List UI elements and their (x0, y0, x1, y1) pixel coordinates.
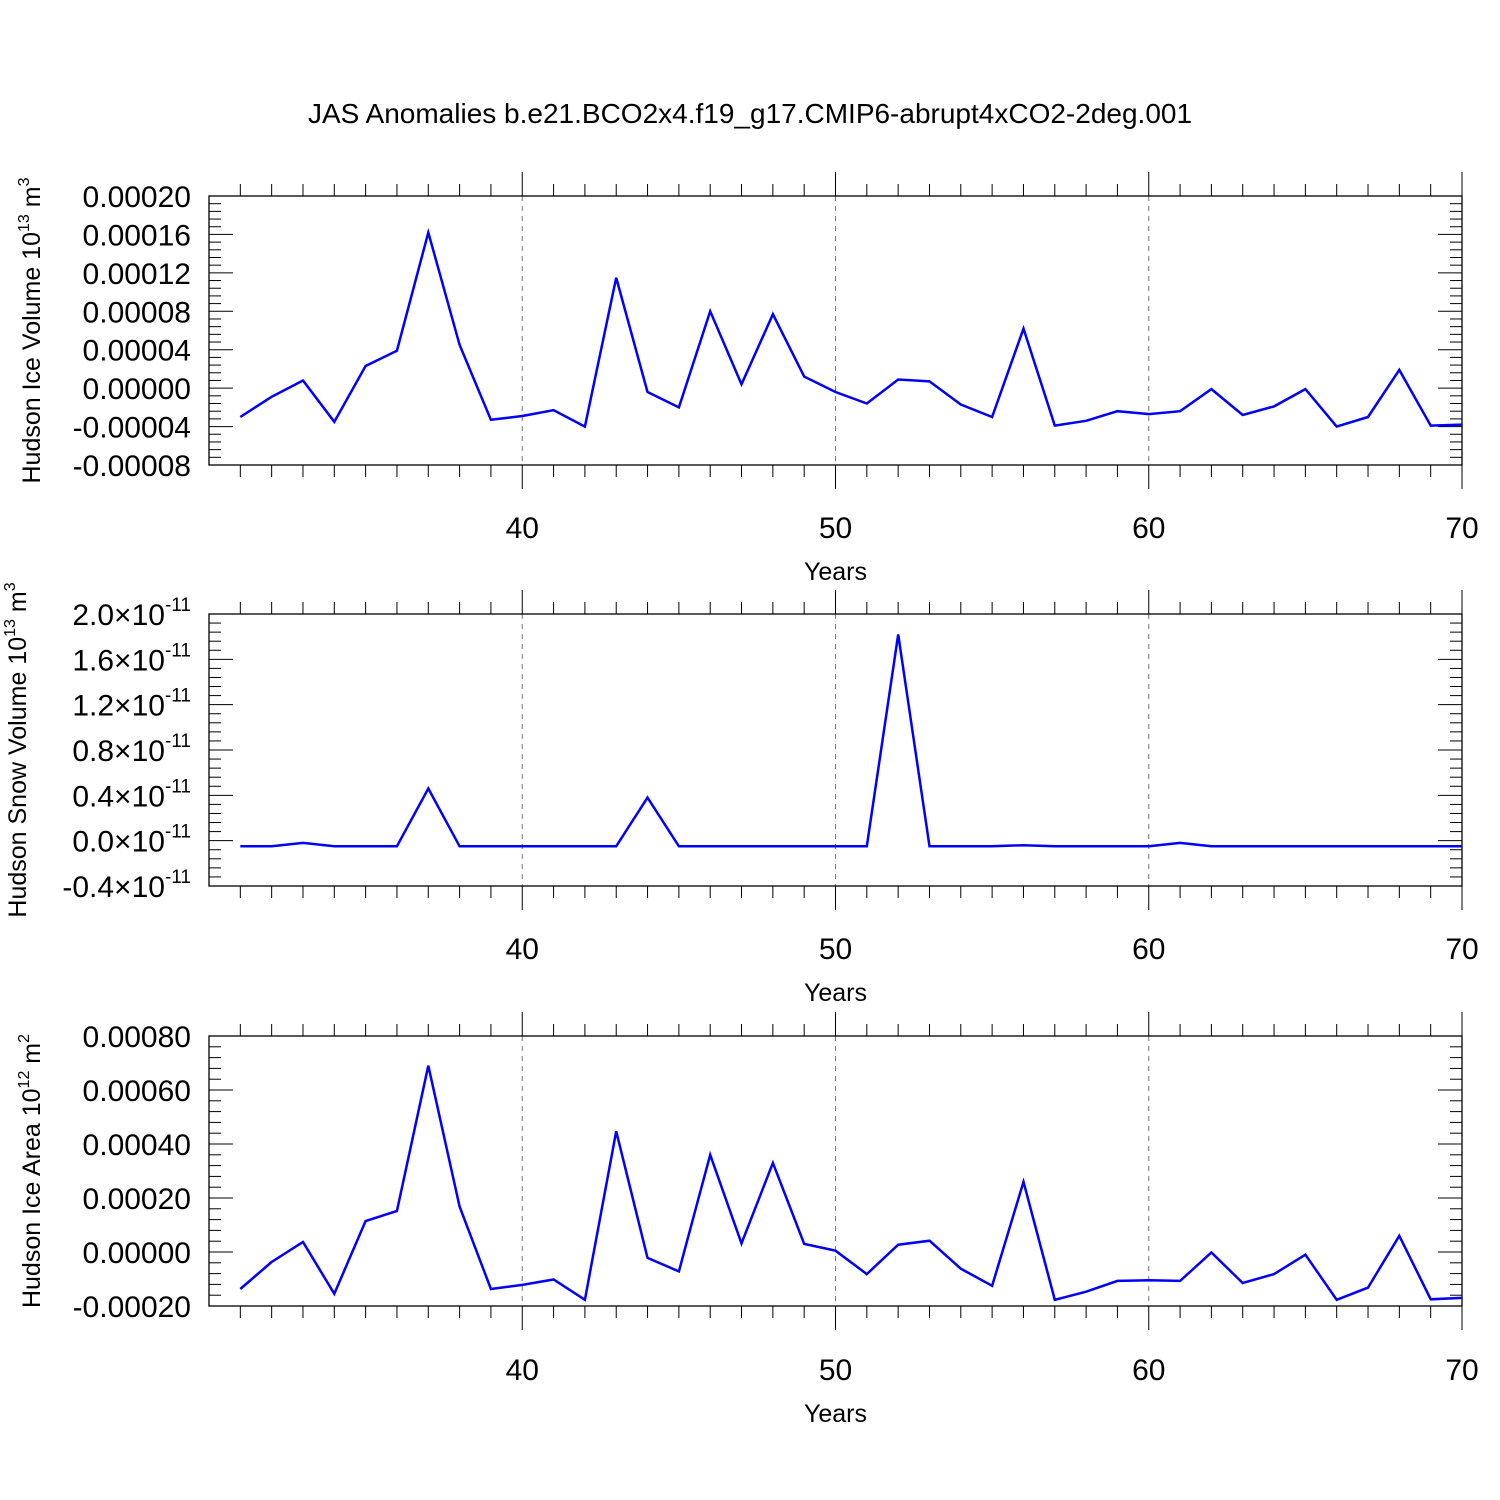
y-tick-label: 0.8×10-11 (72, 731, 191, 768)
panel-ice-area: 40 50 60 70 Years 0.00080 0.00060 0.00040 0.0002… (16, 1012, 1479, 1428)
y-tick-label: -0.4×10-11 (62, 867, 191, 904)
x-tick-label: 50 (819, 933, 852, 966)
series-line (240, 634, 1462, 848)
x-tick-label: 40 (506, 512, 539, 545)
series-line (239, 1065, 1463, 1302)
panel-snow-volume: 40 50 60 70 Years 2.0×10-11 1.6×10-11 1.2×10-11… (2, 582, 1479, 1007)
y-tick-label: 0.00000 (83, 373, 191, 406)
x-axis-title: Years (804, 558, 867, 586)
y-tick-label: 0.00004 (83, 335, 191, 368)
y-tick-label: 0.00020 (83, 181, 191, 214)
x-axis-title: Years (804, 1400, 867, 1428)
series-line (239, 227, 1463, 429)
y-tick-label: 0.00000 (83, 1237, 191, 1270)
y-tick-label: 0.00020 (83, 1183, 191, 1216)
y-tick-label: -0.00004 (73, 412, 191, 445)
y-tick-label: 0.4×10-11 (72, 776, 191, 813)
chart-title: JAS Anomalies b.e21.BCO2x4.f19_g17.CMIP6… (308, 98, 1192, 129)
y-axis-title: Hudson Ice Area 1012 m2 (16, 1034, 46, 1308)
y-tick-label: 1.2×10-11 (72, 686, 191, 723)
x-tick-label: 50 (819, 1354, 852, 1387)
y-tick-label: 0.00016 (83, 219, 191, 252)
y-tick-label: 1.6×10-11 (72, 640, 191, 677)
x-tick-label: 70 (1445, 512, 1478, 545)
y-tick-label: 0.0×10-11 (72, 822, 191, 859)
x-tick-label: 70 (1445, 1354, 1478, 1387)
x-tick-label: 60 (1132, 933, 1165, 966)
y-tick-label: -0.00008 (73, 450, 191, 483)
x-tick-label: 50 (819, 512, 852, 545)
x-tick-label: 70 (1445, 933, 1478, 966)
x-tick-label: 60 (1132, 1354, 1165, 1387)
y-axis-title: Hudson Snow Volume 1013 m3 (2, 582, 32, 917)
y-tick-label: 0.00080 (83, 1021, 191, 1054)
y-tick-label: -0.00020 (73, 1291, 191, 1324)
y-tick-label: 0.00008 (83, 296, 191, 329)
y-tick-label: 0.00060 (83, 1075, 191, 1108)
y-tick-label: 0.00012 (83, 258, 191, 291)
x-tick-label: 40 (506, 933, 539, 966)
y-axis-title: Hudson Ice Volume 1013 m3 (16, 177, 46, 483)
x-tick-label: 60 (1132, 512, 1165, 545)
panel-ice-volume: 40 50 60 70 Years 0.00020 0.00016 0.00012 0.0000… (16, 172, 1479, 586)
x-tick-label: 40 (506, 1354, 539, 1387)
y-tick-label: 2.0×10-11 (72, 595, 191, 632)
y-tick-label: 0.00040 (83, 1129, 191, 1162)
x-axis-title: Years (804, 979, 867, 1007)
